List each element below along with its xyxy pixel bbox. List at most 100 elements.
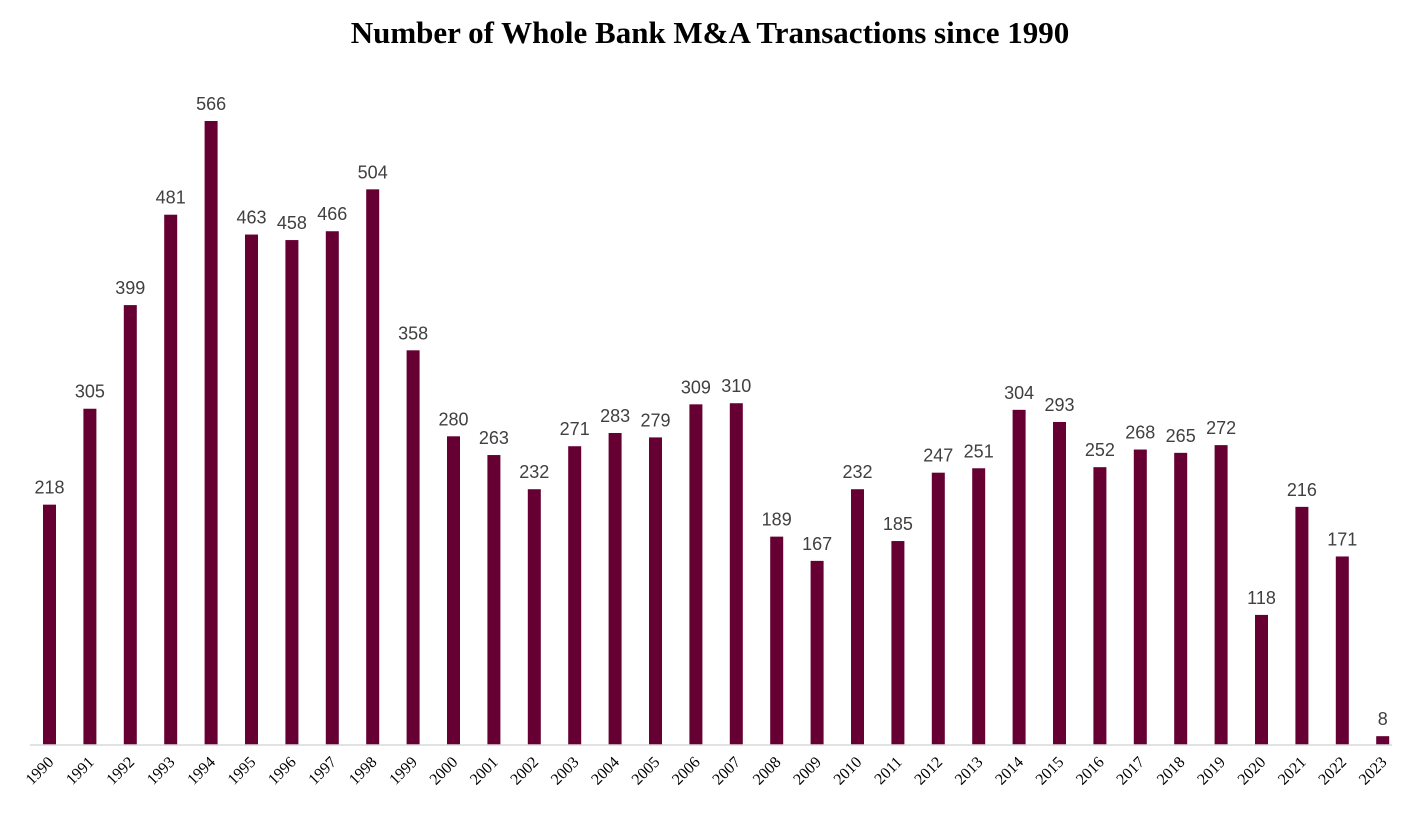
- x-tick-label-2002: 2002: [507, 754, 542, 789]
- bar-1995: [245, 234, 258, 746]
- bar-1997: [325, 231, 339, 746]
- bar-2021: [1295, 506, 1309, 745]
- data-label-2018: 265: [1166, 426, 1196, 446]
- x-tick-label-1993: 1993: [144, 754, 179, 789]
- bar-2012: [931, 472, 945, 745]
- bar-2009: [810, 560, 824, 745]
- bar-2022: [1335, 556, 1349, 745]
- data-label-1994: 566: [196, 94, 226, 114]
- bar-2023: [1376, 736, 1390, 745]
- x-tick-label-1998: 1998: [346, 754, 381, 789]
- data-label-2000: 280: [438, 409, 468, 429]
- x-tick-label-2009: 2009: [790, 754, 825, 789]
- bar-1999: [406, 350, 420, 745]
- data-label-2009: 167: [802, 534, 832, 554]
- data-label-2007: 310: [721, 376, 751, 396]
- x-tick-label-2020: 2020: [1235, 754, 1270, 789]
- data-label-1991: 305: [75, 382, 105, 402]
- data-label-2015: 293: [1044, 395, 1074, 415]
- x-tick-label-2010: 2010: [831, 754, 866, 789]
- bar-2013: [972, 468, 986, 745]
- bar-2008: [770, 536, 784, 745]
- x-tick-label-1997: 1997: [305, 754, 340, 789]
- bar-2000: [447, 436, 460, 745]
- data-label-1993: 481: [156, 188, 186, 208]
- data-label-2002: 232: [519, 462, 549, 482]
- bar-2016: [1093, 467, 1107, 745]
- bar-2010: [851, 489, 864, 745]
- data-label-2020: 118: [1247, 588, 1276, 608]
- x-tick-label-1994: 1994: [184, 754, 219, 789]
- data-label-2011: 185: [883, 514, 913, 534]
- x-tick-label-2018: 2018: [1154, 754, 1189, 789]
- x-tick-label-2007: 2007: [709, 754, 744, 789]
- bars-group: [43, 120, 1390, 746]
- bar-2020: [1255, 614, 1268, 745]
- bar-1994: [204, 120, 218, 746]
- x-tick-label-2011: 2011: [872, 754, 906, 788]
- data-labels-group: 218 305 399 481 566 463 458 466 504 358 280 263 232 2…: [34, 94, 1387, 729]
- data-label-1998: 504: [358, 162, 388, 182]
- x-tick-label-2013: 2013: [952, 754, 987, 789]
- x-tick-label-2003: 2003: [548, 754, 583, 789]
- x-tick-label-1992: 1992: [103, 754, 138, 789]
- x-tick-label-2004: 2004: [588, 754, 623, 789]
- x-tick-label-2023: 2023: [1356, 754, 1391, 789]
- bar-2004: [608, 432, 622, 745]
- data-label-2003: 271: [560, 419, 590, 439]
- bar-2019: [1214, 445, 1228, 745]
- bar-2014: [1012, 409, 1026, 745]
- data-label-2006: 309: [681, 377, 711, 397]
- data-label-2019: 272: [1206, 418, 1236, 438]
- x-tick-label-1999: 1999: [386, 754, 421, 789]
- data-label-1995: 463: [236, 208, 266, 228]
- data-label-2017: 268: [1125, 423, 1155, 443]
- bar-2002: [527, 489, 541, 745]
- data-label-1999: 358: [398, 323, 428, 343]
- bar-1996: [285, 240, 299, 745]
- data-label-2004: 283: [600, 406, 630, 426]
- data-label-2012: 247: [923, 446, 953, 466]
- x-tick-label-2015: 2015: [1033, 754, 1068, 789]
- x-tick-label-1990: 1990: [23, 754, 58, 789]
- bar-2011: [891, 541, 905, 745]
- data-label-1997: 466: [317, 204, 347, 224]
- bar-1992: [123, 305, 137, 745]
- x-tick-label-2021: 2021: [1275, 754, 1310, 789]
- chart-title: Number of Whole Bank M&A Transactions si…: [351, 15, 1070, 50]
- x-tick-label-2014: 2014: [992, 754, 1027, 789]
- data-label-2008: 189: [762, 510, 792, 530]
- bar-2005: [649, 437, 662, 745]
- data-label-2021: 216: [1287, 480, 1317, 500]
- data-label-1992: 399: [115, 278, 145, 298]
- bar-2003: [568, 446, 582, 745]
- data-label-2016: 252: [1085, 440, 1115, 460]
- bar-1998: [366, 189, 380, 746]
- x-tick-label-2006: 2006: [669, 754, 704, 789]
- data-label-1996: 458: [277, 213, 307, 233]
- bar-2006: [689, 404, 703, 745]
- bar-2017: [1133, 449, 1147, 745]
- data-label-2022: 171: [1327, 529, 1357, 549]
- x-tick-label-2019: 2019: [1194, 754, 1229, 789]
- data-label-2014: 304: [1004, 383, 1034, 403]
- x-tick-label-2017: 2017: [1113, 754, 1148, 789]
- bar-1991: [83, 408, 97, 745]
- bar-2001: [487, 455, 501, 745]
- bar-2007: [729, 403, 743, 745]
- data-label-1990: 218: [34, 478, 64, 498]
- bar-1990: [43, 504, 56, 745]
- x-tick-label-1995: 1995: [225, 754, 260, 789]
- x-tick-label-1991: 1991: [63, 754, 98, 789]
- data-label-2005: 279: [640, 410, 670, 430]
- x-tick-label-2008: 2008: [750, 754, 785, 789]
- x-axis-ticks: 1990 1991 1992 1993 1994 1995 1996 1997 1998 1999…: [23, 754, 1391, 789]
- x-tick-label-1996: 1996: [265, 754, 300, 789]
- data-label-2001: 263: [479, 428, 509, 448]
- data-label-2010: 232: [842, 462, 872, 482]
- x-tick-label-2005: 2005: [629, 754, 664, 789]
- x-tick-label-2016: 2016: [1073, 754, 1108, 789]
- x-tick-label-2000: 2000: [427, 754, 462, 789]
- x-tick-label-2012: 2012: [911, 754, 946, 789]
